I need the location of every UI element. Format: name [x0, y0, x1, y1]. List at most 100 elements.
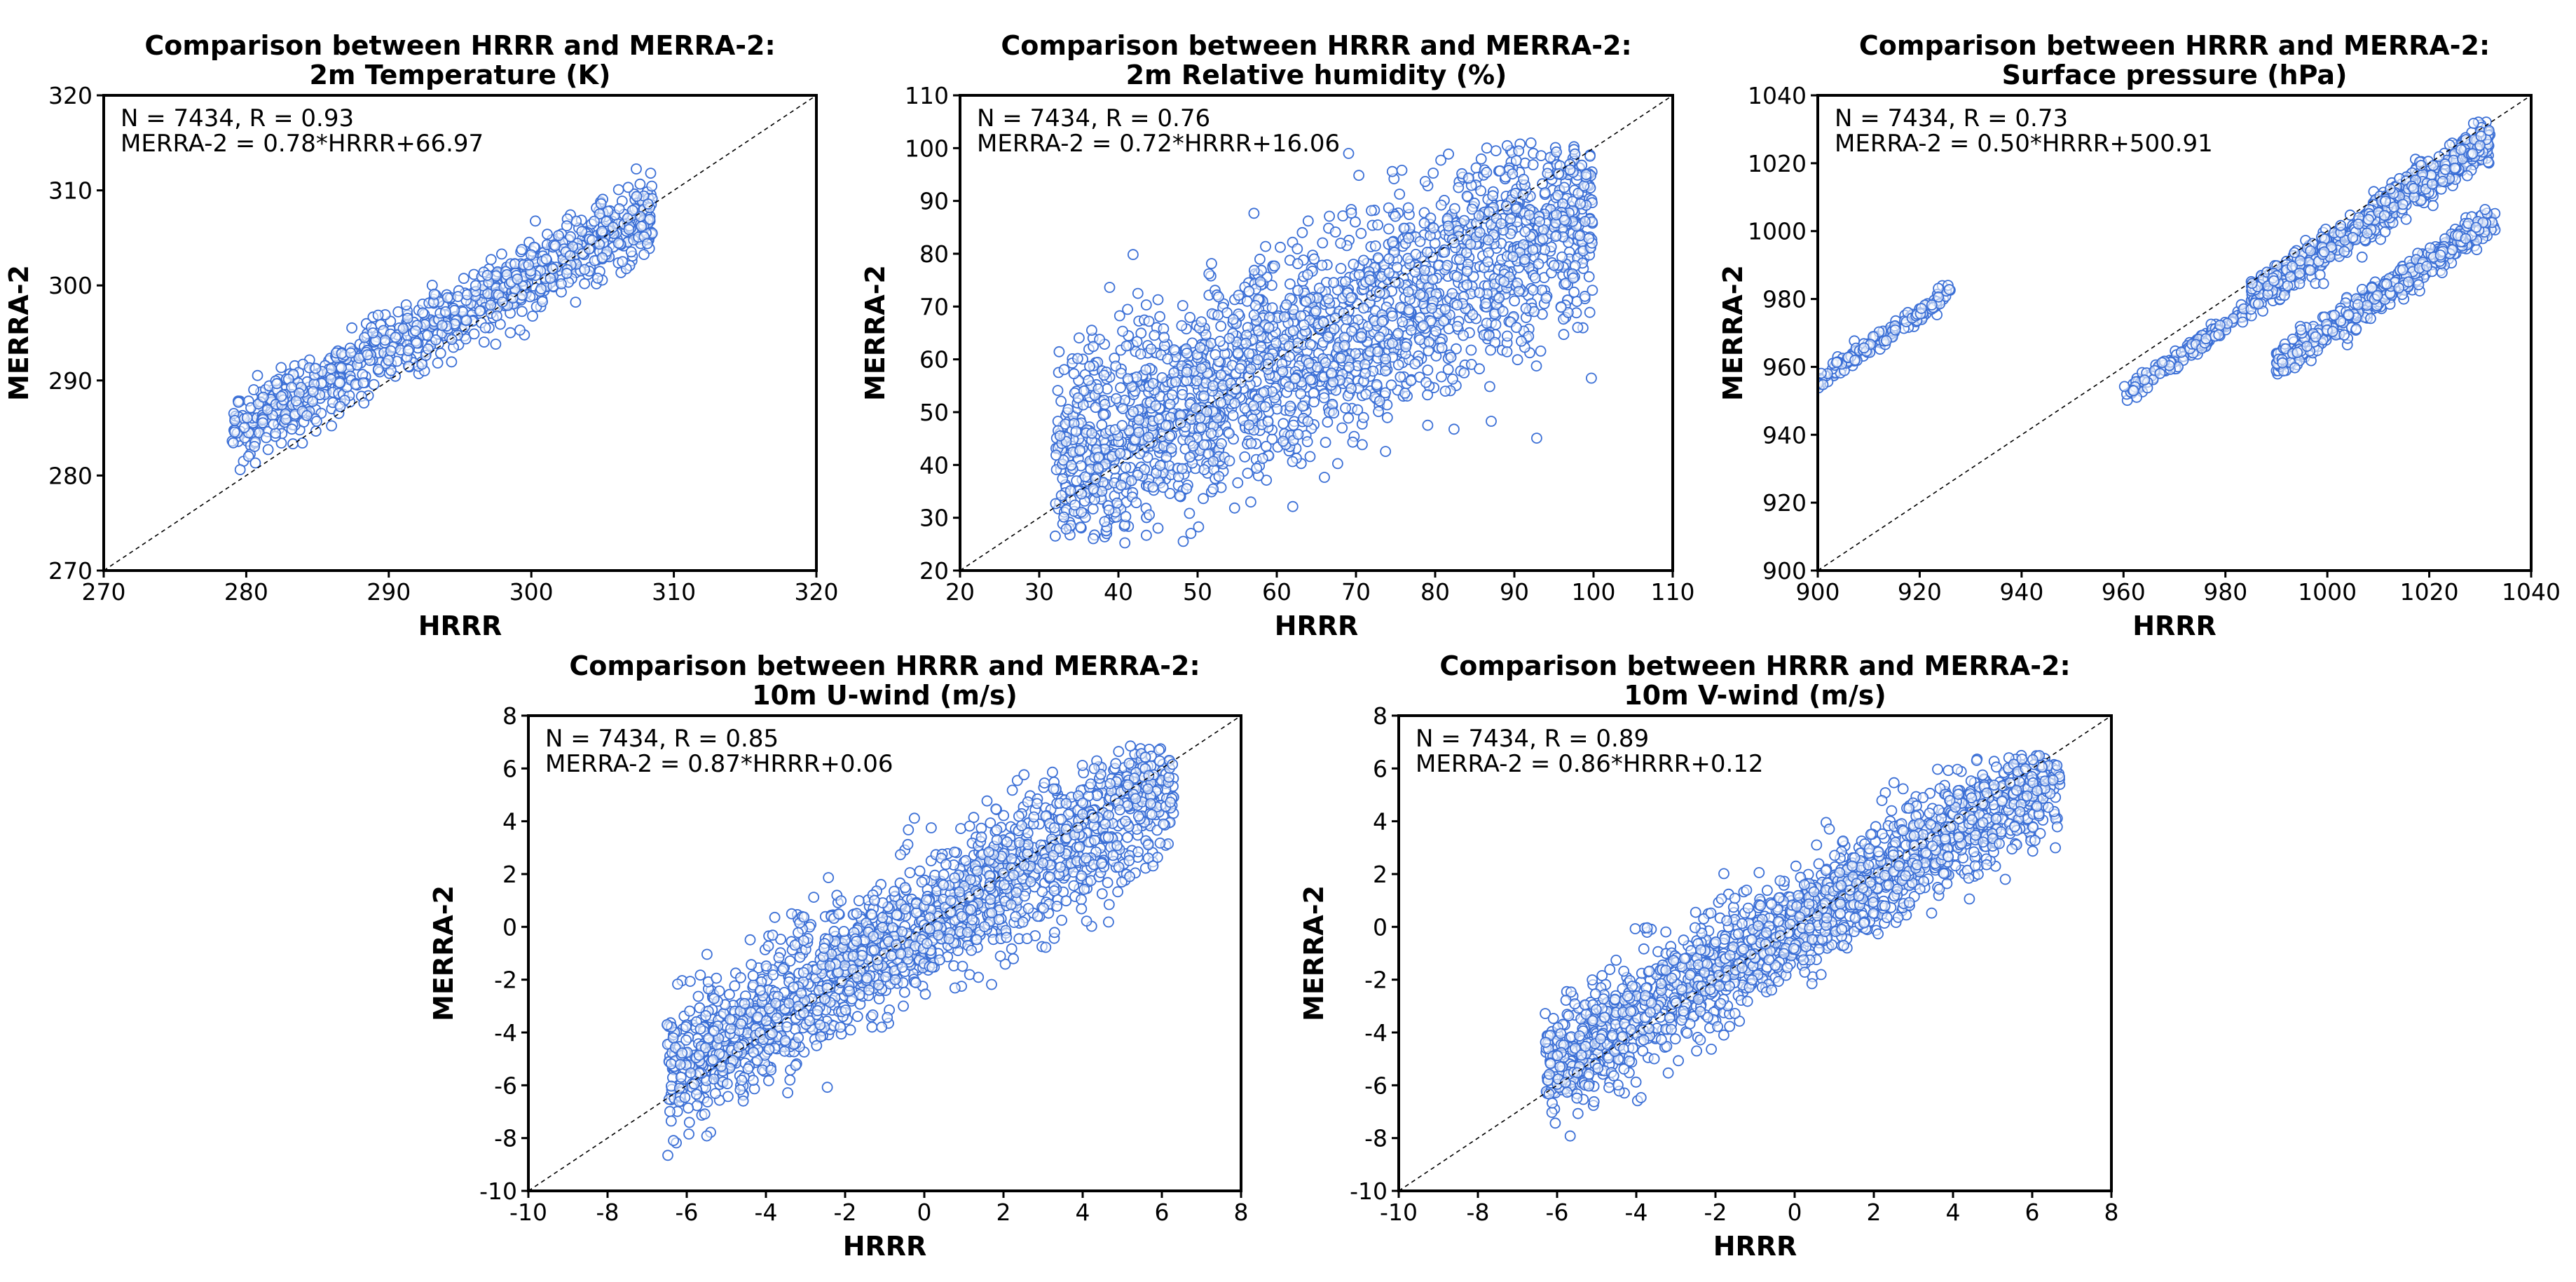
data-point — [1087, 503, 1099, 514]
data-point — [540, 253, 552, 265]
data-point — [229, 415, 241, 426]
data-point — [1072, 392, 1084, 404]
axes-frame — [959, 94, 1674, 572]
data-point — [1279, 311, 1290, 322]
data-point — [1933, 291, 1945, 303]
data-point — [2400, 213, 2412, 225]
data-point — [1254, 276, 1266, 287]
data-point — [1213, 470, 1225, 482]
scatter-points — [1818, 116, 2501, 407]
subplot-4: Comparison between HRRR and MERRA-2:10m … — [428, 650, 1249, 1262]
x-tick-label: 310 — [652, 578, 696, 606]
data-point — [228, 426, 240, 438]
data-point — [1234, 362, 1246, 374]
data-point — [1055, 490, 1067, 501]
data-point — [1228, 502, 1240, 514]
data-point — [1507, 251, 1519, 263]
data-point — [1490, 145, 1502, 157]
data-point — [1232, 477, 1244, 489]
data-point — [1058, 364, 1070, 376]
data-point — [570, 296, 582, 308]
data-point — [1165, 442, 1177, 454]
data-point — [1280, 299, 1292, 311]
data-point — [1403, 304, 1415, 315]
data-point — [612, 237, 624, 249]
data-point — [1486, 416, 1497, 427]
data-point — [1198, 493, 1209, 505]
data-point — [1292, 243, 1303, 254]
data-point — [1391, 261, 1403, 273]
data-point — [1439, 386, 1451, 397]
data-point — [1430, 325, 1441, 337]
data-point — [1088, 341, 1099, 353]
data-point — [1203, 268, 1215, 280]
data-point — [1248, 309, 1260, 321]
data-point — [1050, 449, 1062, 461]
data-point — [1374, 395, 1385, 407]
axes-frame — [102, 94, 818, 572]
data-point — [576, 226, 588, 238]
data-point — [1392, 359, 1404, 371]
y-tick-label: 70 — [919, 293, 949, 320]
y-tick-label: 20 — [919, 557, 949, 585]
data-point — [612, 184, 624, 196]
data-point — [227, 437, 239, 449]
data-point — [1258, 386, 1270, 398]
data-point — [1510, 203, 1522, 214]
y-tick-label: 980 — [1762, 286, 1807, 313]
data-point — [1287, 419, 1299, 431]
data-point — [1195, 362, 1207, 374]
data-point — [1255, 341, 1267, 353]
data-point — [1283, 340, 1295, 352]
data-point — [362, 349, 374, 361]
data-point — [1248, 207, 1260, 219]
data-point — [638, 249, 650, 261]
data-point — [1439, 304, 1451, 315]
y-tick-label: 1040 — [1748, 82, 1807, 109]
data-point — [1383, 267, 1395, 279]
data-point — [1187, 440, 1199, 452]
data-point — [1527, 159, 1539, 170]
data-point — [1207, 380, 1219, 392]
data-point — [1385, 379, 1397, 391]
y-tick-label: 960 — [1762, 353, 1807, 381]
data-point — [2434, 249, 2446, 261]
x-axis-label: HRRR — [418, 611, 502, 641]
data-point — [1448, 203, 1460, 214]
data-point — [1573, 187, 1584, 199]
data-point — [1475, 153, 1487, 165]
data-point — [2437, 175, 2448, 187]
data-point — [1403, 232, 1414, 244]
data-point — [1052, 385, 1064, 396]
data-point — [1569, 148, 1581, 160]
data-point — [2471, 244, 2483, 256]
y-tick-label: 30 — [919, 505, 949, 532]
data-point — [1074, 332, 1085, 344]
data-point — [644, 213, 656, 225]
data-point — [2380, 196, 2392, 207]
data-point — [1076, 488, 1088, 500]
data-point — [423, 343, 434, 355]
data-point — [1316, 259, 1328, 271]
data-point — [2426, 178, 2438, 190]
data-point — [1115, 479, 1127, 491]
data-point — [1366, 205, 1377, 217]
data-point — [1181, 367, 1193, 378]
data-point — [1329, 323, 1340, 335]
data-point — [1446, 374, 1458, 385]
data-point — [1849, 354, 1861, 366]
data-point — [497, 296, 508, 308]
data-point — [1229, 397, 1240, 409]
data-point — [1243, 419, 1255, 431]
data-point — [1402, 202, 1414, 214]
data-point — [530, 215, 541, 227]
data-point — [1421, 246, 1433, 258]
data-point — [1143, 315, 1155, 327]
data-point — [1103, 504, 1115, 516]
y-tick-label: 280 — [48, 462, 93, 489]
data-point — [1329, 226, 1341, 238]
data-point — [1086, 428, 1097, 439]
data-point — [1053, 346, 1065, 357]
data-point — [1071, 475, 1083, 486]
data-point — [1427, 168, 1439, 179]
